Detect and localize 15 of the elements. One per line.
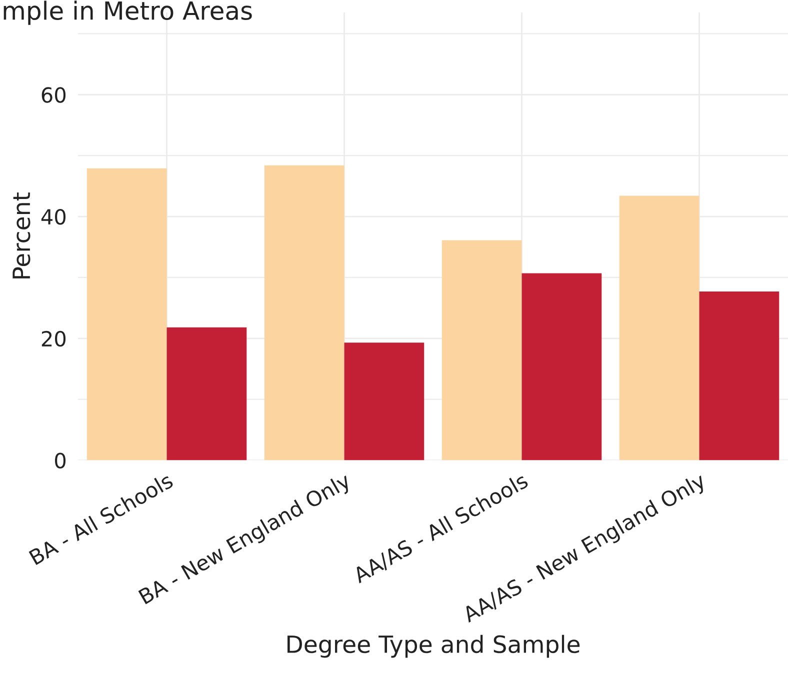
chart-title: mple in Metro Areas [4,0,252,25]
bar [86,168,167,460]
x-axis-title: Degree Type and Sample [288,634,580,658]
bar [264,165,344,460]
bar [619,196,700,460]
y-tick-label: 0 [55,452,66,468]
y-tick-label: 40 [41,208,66,225]
bar [442,240,522,460]
bar [522,273,602,460]
y-tick-label: 20 [42,330,66,347]
bar [699,291,780,460]
y-tick-label: 60 [42,87,66,103]
y-axis-title: Percent [12,192,30,278]
bar [344,342,424,460]
bar [166,327,247,460]
